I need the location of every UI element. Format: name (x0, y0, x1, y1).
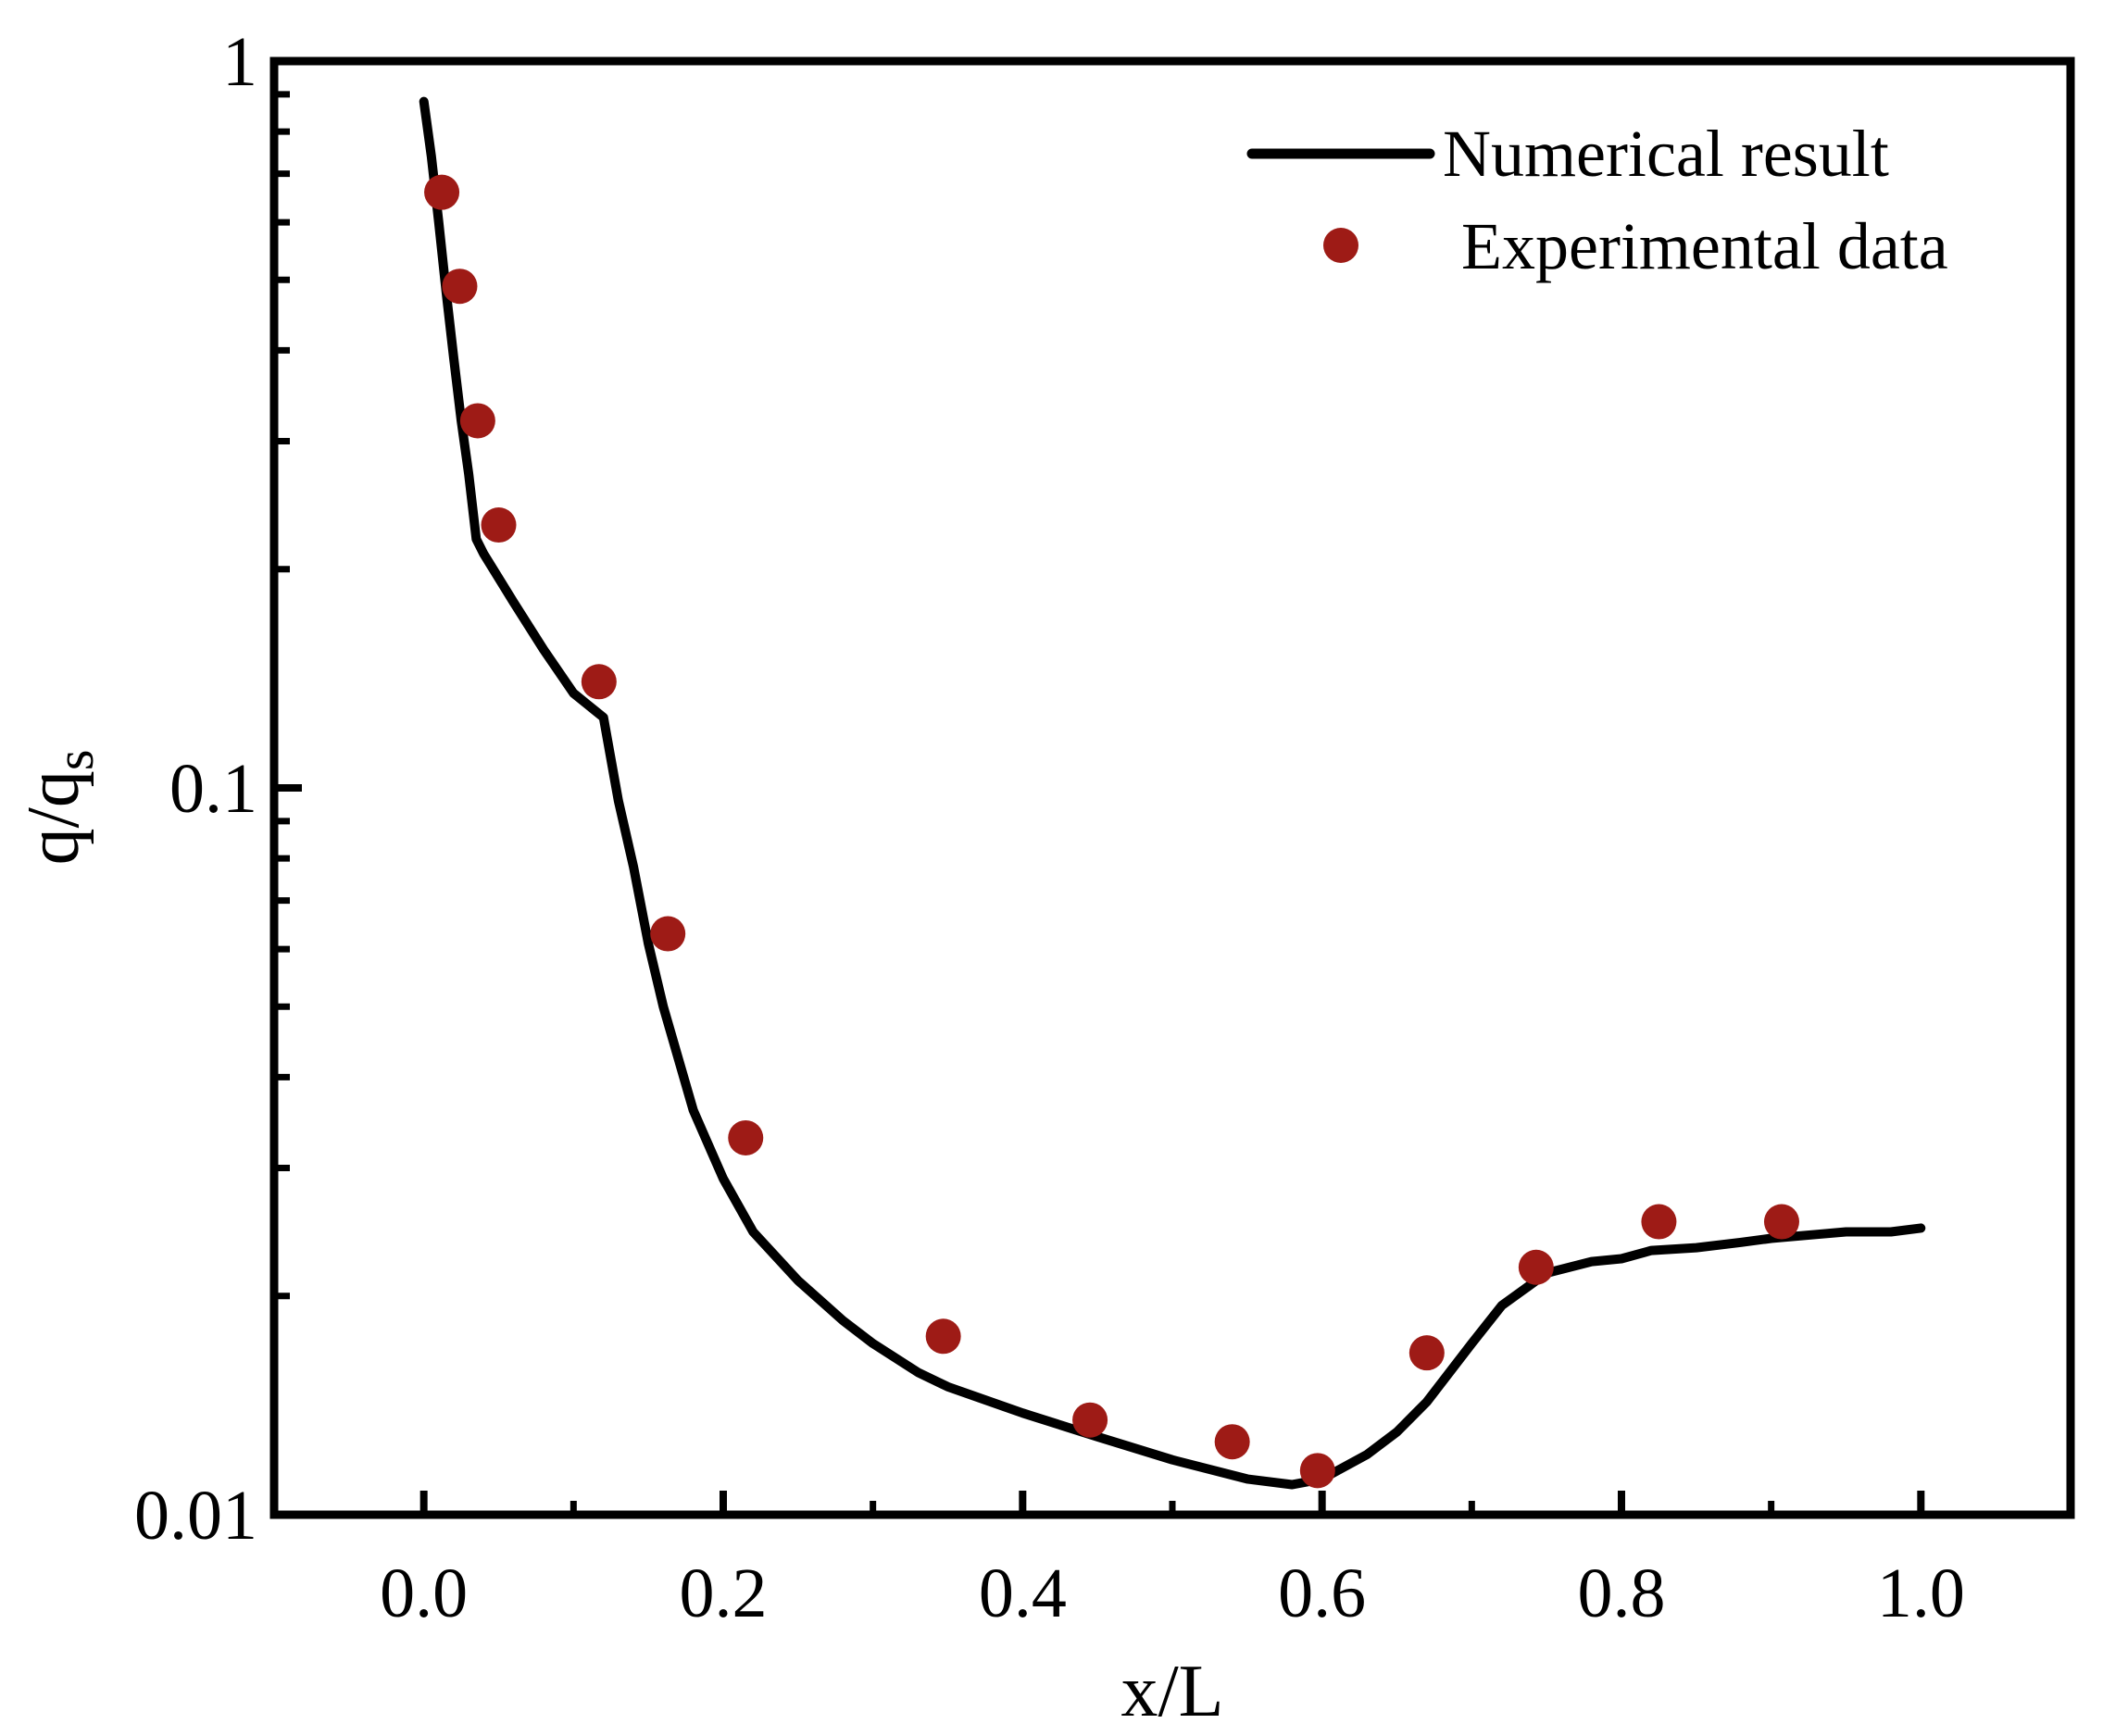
y-tick-label: 0.01 (134, 1477, 257, 1555)
x-tick-label: 0.2 (680, 1555, 768, 1632)
y-axis-tick-labels: 0.01 0.1 1 (134, 23, 257, 1555)
data-point-experimental (1408, 1335, 1445, 1371)
y-axis-title-subscript: s (44, 750, 105, 771)
data-point-experimental (424, 174, 460, 210)
legend: Numerical result Experimental data (1246, 117, 1948, 283)
data-point-experimental (1641, 1204, 1677, 1240)
data-point-experimental (650, 916, 686, 952)
data-point-experimental (1072, 1402, 1108, 1438)
legend-marker-experimental (1323, 228, 1358, 263)
x-tick-label: 0.8 (1578, 1555, 1666, 1632)
x-tick-label: 0.0 (380, 1555, 468, 1632)
y-tick-label: 1 (222, 23, 257, 101)
data-point-experimental (481, 507, 517, 543)
data-point-experimental (1299, 1453, 1335, 1489)
y-axis-title-main: q/q (13, 770, 94, 865)
y-axis-title: q/qs (13, 750, 105, 866)
x-axis-tick-labels: 0.0 0.2 0.4 0.6 0.8 1.0 (380, 1555, 1965, 1632)
x-tick-label: 1.0 (1877, 1555, 1965, 1632)
plot-frame (269, 56, 2075, 1519)
data-point-experimental (1518, 1249, 1554, 1285)
x-tick-label: 0.6 (1278, 1555, 1366, 1632)
series-line-numerical-result (419, 96, 1926, 1490)
data-point-experimental (442, 269, 478, 305)
legend-label-numerical: Numerical result (1443, 117, 1889, 191)
data-point-experimental (1214, 1424, 1250, 1460)
data-point-experimental (925, 1318, 961, 1355)
x-tick-label: 0.4 (979, 1555, 1067, 1632)
y-tick-label: 0.1 (169, 750, 257, 828)
x-axis-title: x/L (1120, 1651, 1223, 1732)
data-point-experimental (728, 1119, 764, 1155)
data-point-experimental (1763, 1204, 1799, 1240)
legend-label-experimental: Experimental data (1461, 209, 1948, 283)
data-point-experimental (459, 403, 495, 439)
data-point-experimental (581, 664, 617, 700)
plot-area (419, 96, 1926, 1490)
